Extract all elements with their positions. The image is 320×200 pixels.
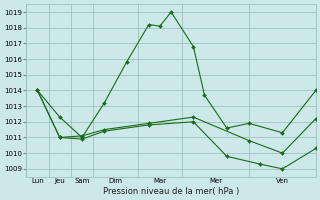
- X-axis label: Pression niveau de la mer( hPa ): Pression niveau de la mer( hPa ): [103, 187, 239, 196]
